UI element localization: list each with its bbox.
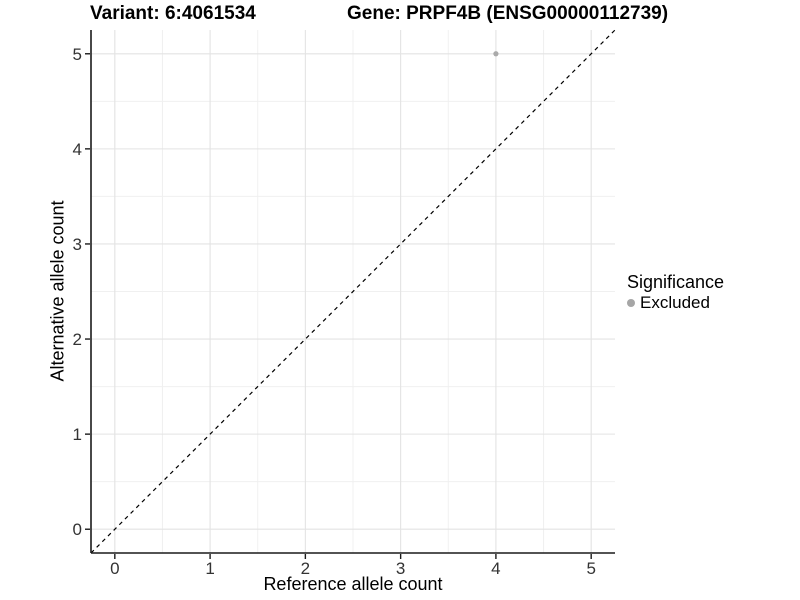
legend-entry: Excluded: [627, 293, 724, 313]
legend-title: Significance: [627, 272, 725, 292]
x-tick-label: 3: [396, 559, 405, 578]
title-gene: Gene: PRPF4B (ENSG00000112739): [347, 3, 669, 24]
legend-entry-label: Excluded: [640, 293, 710, 312]
y-tick-label: 5: [73, 45, 82, 64]
x-tick-label: 5: [586, 559, 595, 578]
y-tick-label: 2: [73, 330, 82, 349]
y-axis-title: Alternative allele count: [47, 200, 68, 382]
identity-line: [90, 29, 616, 554]
x-tick-label: 2: [301, 559, 310, 578]
x-axis-title: Reference allele count: [263, 574, 443, 594]
data-point: [493, 51, 499, 57]
legend-point-icon: [627, 299, 635, 307]
x-tick-label: 4: [491, 559, 500, 578]
title-variant: Variant: 6:4061534: [90, 3, 256, 24]
y-tick-label: 0: [73, 520, 82, 539]
y-tick-label: 1: [73, 425, 82, 444]
x-tick-label: 1: [205, 559, 214, 578]
y-tick-label: 4: [73, 140, 82, 159]
y-tick-label: 3: [73, 235, 82, 254]
legend: Significance Excluded: [627, 271, 724, 313]
x-tick-label: 0: [110, 559, 119, 578]
